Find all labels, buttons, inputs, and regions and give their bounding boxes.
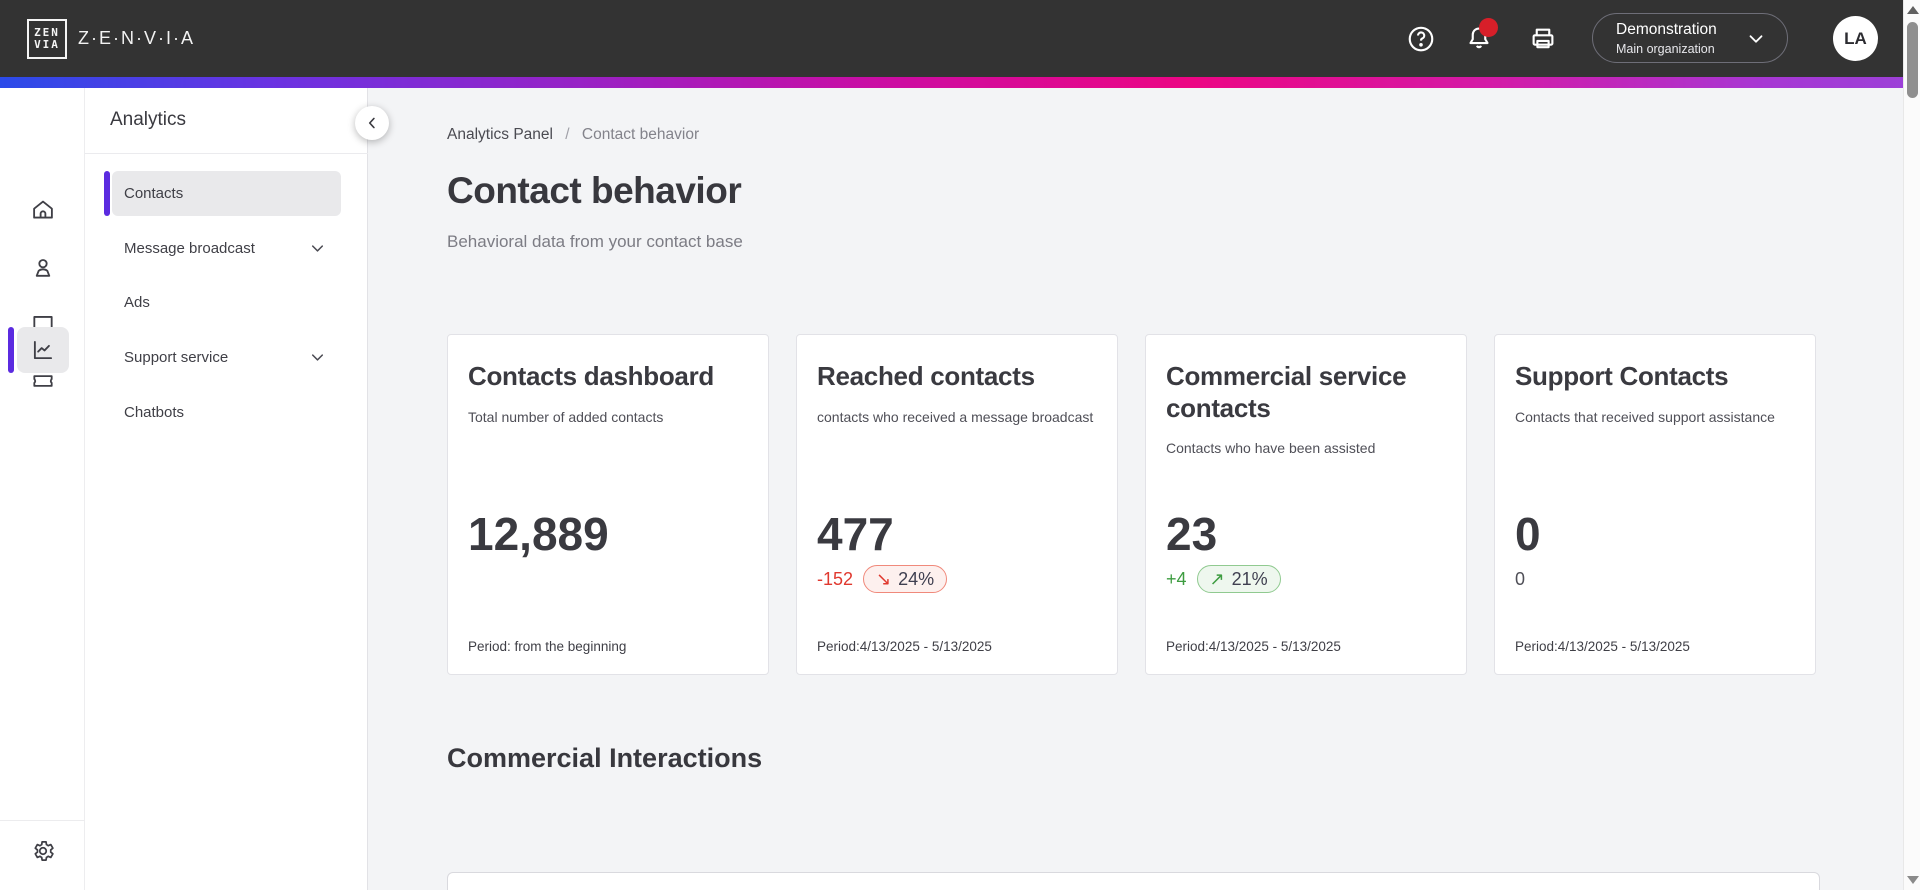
card-period: Period: from the beginning (468, 639, 627, 654)
organization-type: Main organization (1616, 42, 1715, 56)
breadcrumb-current: Contact behavior (581, 126, 700, 143)
card-title: Contacts dashboard (468, 361, 714, 391)
breadcrumb-separator: / (565, 126, 570, 143)
sidebar-item-contacts[interactable]: Contacts (104, 171, 341, 216)
user-avatar[interactable]: LA (1833, 16, 1878, 61)
card-value: 0 (1515, 508, 1541, 560)
rail-divider (0, 820, 85, 821)
sidebar-item-label: Message broadcast (124, 240, 255, 257)
breadcrumb: Analytics Panel / Contact behavior (447, 126, 699, 144)
breadcrumb-analytics-panel[interactable]: Analytics Panel (447, 126, 553, 143)
notifications-bell-icon[interactable] (1464, 18, 1498, 54)
card-title: Support Contacts (1515, 361, 1729, 391)
nav-rail (0, 88, 85, 890)
card-title: Commercial service contacts (1166, 361, 1407, 423)
trend-badge: ↗ 21% (1196, 565, 1281, 593)
logo-line-2: VIA (34, 38, 60, 51)
card-delta-row: 0 (1515, 565, 1525, 593)
organization-name: Demonstration (1616, 21, 1717, 38)
zenvia-logo-icon: ZEN VIA (27, 19, 67, 59)
sidebar-item-label: Contacts (124, 185, 184, 202)
trend-badge: ↘ 24% (863, 565, 948, 593)
analytics-chart-icon[interactable] (30, 337, 56, 363)
section-title-commercial-interactions: Commercial Interactions (447, 743, 763, 773)
chevron-down-icon (308, 239, 327, 258)
brand-gradient-bar (0, 77, 1920, 88)
home-icon[interactable] (30, 197, 56, 223)
logo-line-1: ZEN (34, 26, 60, 39)
avatar-initials: LA (1844, 28, 1867, 48)
chevron-down-icon (1745, 28, 1767, 50)
contacts-person-icon[interactable] (30, 255, 56, 281)
trend-percent: 21% (1231, 568, 1268, 589)
card-period: Period:4/13/2025 - 5/13/2025 (1166, 639, 1341, 654)
sidebar-item-label: Chatbots (124, 404, 185, 421)
scrollbar-down-arrow[interactable] (1907, 876, 1919, 884)
top-bar: ZEN VIA Z·E·N·V·I·A (0, 0, 1920, 77)
print-icon[interactable] (1528, 24, 1558, 54)
nav-rail-active-indicator (8, 327, 14, 373)
main-content: Analytics Panel / Contact behavior Conta… (368, 88, 1903, 890)
card-contacts-dashboard: Contacts dashboard Total number of added… (447, 334, 769, 675)
notification-badge (1479, 18, 1498, 37)
analytics-sidebar: Analytics Contacts Message broadcast Ads… (85, 88, 368, 890)
card-delta: -152 (817, 568, 854, 589)
card-subtitle: Contacts who have been assisted (1166, 440, 1376, 457)
commercial-interactions-card (447, 872, 1820, 890)
card-reached-contacts: Reached contacts contacts who received a… (796, 334, 1118, 675)
card-delta: 0 (1515, 568, 1526, 589)
trend-percent: 24% (898, 568, 935, 589)
organization-selector[interactable]: Demonstration Main organization (1592, 13, 1788, 63)
sidebar-item-support-service[interactable]: Support service (112, 335, 341, 380)
sidebar-item-chatbots[interactable]: Chatbots (112, 390, 341, 435)
help-icon[interactable] (1406, 24, 1436, 54)
card-period: Period:4/13/2025 - 5/13/2025 (1515, 639, 1690, 654)
scrollbar-thumb[interactable] (1907, 22, 1918, 98)
card-value: 23 (1166, 508, 1218, 560)
active-item-indicator (104, 171, 110, 216)
vertical-scrollbar (1903, 0, 1920, 890)
sidebar-item-ads[interactable]: Ads (112, 280, 341, 325)
card-commercial-service-contacts: Commercial service contacts Contacts who… (1145, 334, 1467, 675)
card-subtitle: Contacts that received support assistanc… (1515, 408, 1775, 425)
card-value: 12,889 (468, 508, 609, 560)
sidebar-item-label: Ads (124, 294, 150, 311)
card-support-contacts: Support Contacts Contacts that received … (1494, 334, 1816, 675)
sidebar-title: Analytics (110, 109, 187, 130)
card-delta: +4 (1166, 568, 1187, 589)
ticket-icon[interactable] (30, 368, 56, 394)
trend-up-arrow-icon: ↗ (1209, 568, 1225, 589)
brand-wordmark: Z·E·N·V·I·A (78, 28, 195, 48)
page-subtitle: Behavioral data from your contact base (447, 232, 743, 251)
card-title: Reached contacts (817, 361, 1035, 391)
card-period: Period:4/13/2025 - 5/13/2025 (817, 639, 992, 654)
trend-down-arrow-icon: ↘ (876, 568, 892, 589)
sidebar-item-label: Support service (124, 349, 229, 366)
chevron-down-icon (308, 348, 327, 367)
card-subtitle: contacts who received a message broadcas… (817, 408, 1094, 425)
card-delta-row: -152 ↘ 24% (817, 565, 948, 593)
card-delta-row: +4 ↗ 21% (1166, 565, 1281, 593)
card-value: 477 (817, 508, 894, 560)
sidebar-divider (85, 153, 368, 154)
kpi-cards-row: Contacts dashboard Total number of added… (447, 334, 1816, 675)
page-title: Contact behavior (447, 170, 742, 211)
sidebar-collapse-button[interactable] (355, 106, 389, 140)
scrollbar-up-arrow[interactable] (1907, 6, 1919, 14)
sidebar-item-message-broadcast[interactable]: Message broadcast (112, 226, 341, 271)
card-subtitle: Total number of added contacts (468, 408, 664, 425)
gear-icon[interactable] (30, 838, 56, 864)
